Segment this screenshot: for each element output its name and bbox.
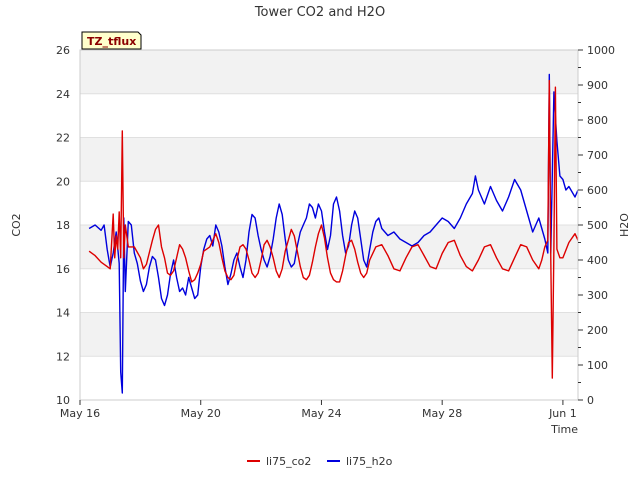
background-bands: [80, 50, 578, 357]
legend: li75_co2 li75_h2o: [247, 455, 393, 468]
band-16: [80, 225, 578, 269]
y-right-tick-600: 600: [587, 184, 608, 197]
x-tick-20: May 20: [181, 407, 221, 420]
y-axis-right-title: H2O: [618, 213, 631, 237]
y-right-tick-700: 700: [587, 149, 608, 162]
y-right-tick-500: 500: [587, 219, 608, 232]
y-axis-right-ticks: 0 100 200 300 400 500 600 700 800 900 1000: [578, 44, 615, 407]
station-badge: TZ_tflux: [81, 31, 142, 50]
y-left-tick-26: 26: [56, 44, 70, 57]
y-axis-left-title: CO2: [10, 213, 23, 236]
y-left-tick-14: 14: [56, 307, 70, 320]
y-left-tick-10: 10: [56, 394, 70, 407]
band-20: [80, 137, 578, 182]
band-24: [80, 50, 578, 94]
band-12: [80, 312, 578, 357]
y-left-tick-20: 20: [56, 175, 70, 188]
y-right-tick-900: 900: [587, 79, 608, 92]
y-left-tick-16: 16: [56, 263, 70, 276]
y-right-tick-200: 200: [587, 324, 608, 337]
x-tick-16: May 16: [60, 407, 100, 420]
y-right-tick-300: 300: [587, 289, 608, 302]
legend-label-h2o: li75_h2o: [346, 455, 393, 468]
y-right-tick-1000: 1000: [587, 44, 615, 57]
y-axis-left-ticks: 10 12 14 16 18 20 22 24 26: [56, 44, 70, 407]
y-left-tick-22: 22: [56, 132, 70, 145]
x-tick-32: Jun 1: [548, 407, 577, 420]
y-left-tick-12: 12: [56, 350, 70, 363]
y-right-tick-0: 0: [587, 394, 594, 407]
y-right-tick-800: 800: [587, 114, 608, 127]
y-right-tick-100: 100: [587, 359, 608, 372]
y-right-tick-400: 400: [587, 254, 608, 267]
x-tick-24: May 24: [301, 407, 341, 420]
x-axis-ticks: May 16 May 20 May 24 May 28 Jun 1: [60, 400, 577, 420]
series-line-li75_h2o: [88, 73, 578, 394]
station-badge-label: TZ_tflux: [87, 35, 136, 48]
series-line-li75_co2: [88, 79, 578, 379]
chart-title: Tower CO2 and H2O: [254, 5, 385, 20]
x-axis-title: Time: [550, 423, 578, 436]
series-layer: [88, 73, 578, 394]
x-tick-28: May 28: [422, 407, 462, 420]
legend-label-co2: li75_co2: [266, 455, 311, 468]
y-left-tick-18: 18: [56, 219, 70, 232]
y-left-tick-24: 24: [56, 88, 70, 101]
